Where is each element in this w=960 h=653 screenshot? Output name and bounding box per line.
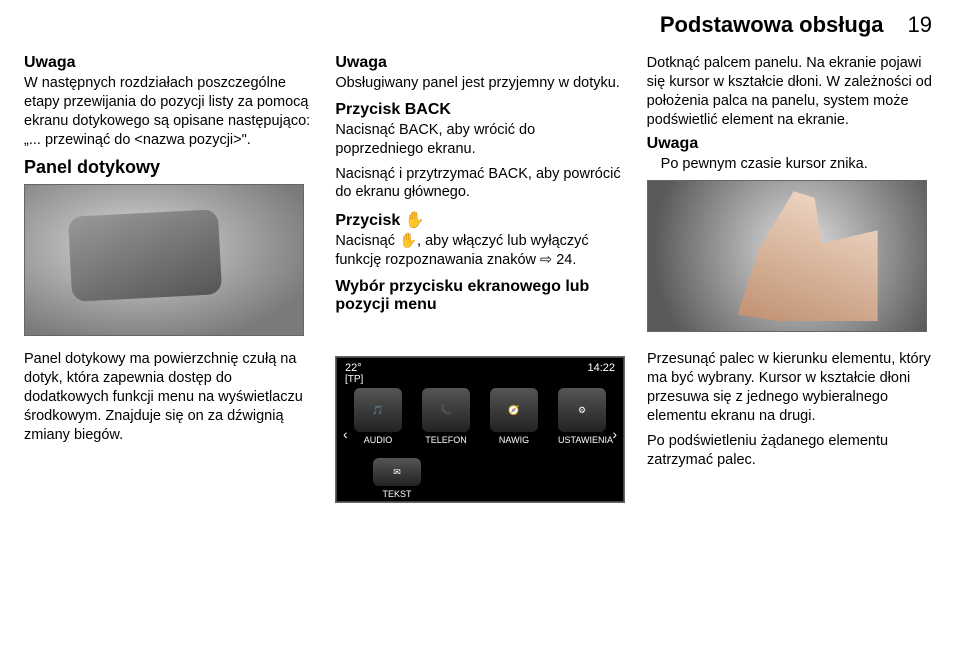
column-1: Uwaga W następnych rozdziałach poszczegó… (24, 54, 313, 336)
screen-icon-nav: 🧭 NAWIG (490, 388, 538, 445)
icon-label: AUDIO (364, 435, 393, 445)
note-heading: Uwaga (335, 54, 624, 72)
hand-button-heading: Przycisk ✋ (335, 210, 624, 230)
icon-label: NAWIG (499, 435, 529, 445)
nav-icon: 🧭 (490, 388, 538, 432)
screen-status-bar: 22° 14:22 (345, 362, 615, 374)
phone-icon: 📞 (422, 388, 470, 432)
chevron-right-icon: › (612, 426, 617, 442)
lower-right: Przesunąć palec w kierunku elementu, któ… (647, 350, 936, 503)
screen-icons-row1: 🎵AUDIO 📞TELEFON 🧭NAWIG ⚙USTAWIENIA (367, 388, 593, 445)
chevron-left-icon: ‹ (343, 426, 348, 442)
lower-right-text-1: Przesunąć palec w kierunku elementu, któ… (647, 350, 936, 425)
text-icon: ✉ (373, 458, 421, 486)
panel-illustration (24, 184, 304, 336)
screen-temp: 22° (345, 362, 362, 374)
screen-icons-row2: ✉ TEKST (367, 458, 593, 499)
col3-text-1: Dotknąć palcem panelu. Na ekranie pojawi… (647, 54, 936, 129)
screen-icon-text: ✉ TEKST (373, 458, 421, 499)
lower-right-text-2: Po podświetleniu żądanego elementu zatrz… (647, 432, 936, 470)
screen-illustration: 22° 14:22 [TP] ‹ › 🎵 AUDIO 📞 TELEFON 🧭 NAWI… (335, 356, 625, 503)
lower-left: Panel dotykowy ma powierzchnię czułą na … (24, 350, 313, 503)
panel-title: Panel dotykowy (24, 157, 313, 178)
page-number: 19 (908, 12, 932, 38)
lower-columns: Panel dotykowy ma powierzchnię czułą na … (24, 350, 936, 503)
col2-text-2: Nacisnąć BACK, aby wrócić do poprzednieg… (335, 121, 624, 159)
settings-icon: ⚙ (558, 388, 606, 432)
touch-illustration (647, 180, 927, 332)
page-header: Podstawowa obsługa 19 (24, 12, 936, 38)
screen-icon-phone: 📞 TELEFON (422, 388, 470, 445)
touch-image (648, 181, 926, 331)
panel-image (25, 185, 303, 335)
col1-text: W następnych rozdziałach poszczególne et… (24, 74, 313, 149)
col3-text-2: Po pewnym czasie kursor znika. (661, 155, 936, 174)
screen-tp: [TP] (345, 374, 363, 385)
column-2: Uwaga Obsługiwany panel jest przyjemny w… (335, 54, 624, 336)
col2-text-4: Nacisnąć ✋, aby włączyć lub wyłączyć fun… (335, 232, 624, 270)
screen-image: 22° 14:22 [TP] ‹ › 🎵 AUDIO 📞 TELEFON 🧭 NAWI… (336, 357, 624, 502)
note-heading: Uwaga (24, 54, 313, 72)
lower-left-text: Panel dotykowy ma powierzchnię czułą na … (24, 350, 313, 444)
audio-icon: 🎵 (354, 388, 402, 432)
column-3: Dotknąć palcem panelu. Na ekranie pojawi… (647, 54, 936, 336)
col2-text-1: Obsługiwany panel jest przyjemny w dotyk… (335, 74, 624, 93)
screen-icon-settings: ⚙USTAWIENIA (558, 388, 606, 445)
note-heading: Uwaga (647, 135, 936, 153)
screen-icon-audio: 🎵 AUDIO (354, 388, 402, 445)
top-columns: Uwaga W następnych rozdziałach poszczegó… (24, 54, 936, 336)
icon-label: USTAWIENIA (558, 435, 613, 445)
header-title: Podstawowa obsługa (660, 12, 884, 38)
lower-center: 22° 14:22 [TP] ‹ › 🎵 AUDIO 📞 TELEFON 🧭 NAWI… (335, 350, 625, 503)
screen-time: 14:22 (587, 362, 615, 374)
select-heading: Wybór przycisku ekranowego lub pozycji m… (335, 278, 624, 314)
back-button-heading: Przycisk BACK (335, 101, 624, 119)
col2-text-3: Nacisnąć i przytrzymać BACK, aby powróci… (335, 165, 624, 203)
icon-label: TEKST (382, 489, 411, 499)
icon-label: TELEFON (425, 435, 467, 445)
page: Podstawowa obsługa 19 Uwaga W następnych… (0, 0, 960, 519)
